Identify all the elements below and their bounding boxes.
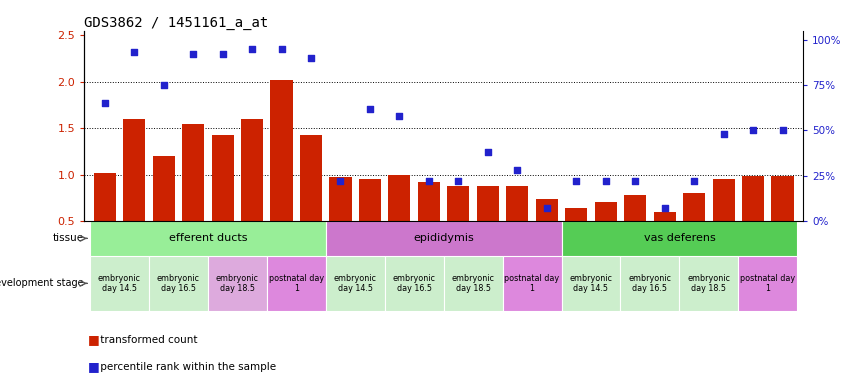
Bar [212, 135, 234, 221]
Point [334, 178, 347, 184]
Text: percentile rank within the sample: percentile rank within the sample [97, 362, 276, 372]
Text: GDS3862 / 1451161_a_at: GDS3862 / 1451161_a_at [84, 16, 268, 30]
Bar [384, 256, 443, 311]
Point [599, 178, 612, 184]
Text: tissue: tissue [53, 233, 84, 243]
Point [187, 51, 200, 57]
Bar [738, 256, 797, 311]
Text: postnatal day
1: postnatal day 1 [269, 274, 324, 293]
Point [510, 167, 524, 173]
Bar [712, 179, 735, 221]
Bar [595, 202, 616, 221]
Text: ■: ■ [88, 333, 100, 346]
Bar [325, 221, 562, 256]
Bar [325, 256, 384, 311]
Bar [562, 221, 797, 256]
Bar [444, 256, 503, 311]
Point [157, 82, 171, 88]
Bar [536, 199, 558, 221]
Text: vas deferens: vas deferens [643, 233, 715, 243]
Bar [389, 175, 410, 221]
Text: embryonic
day 14.5: embryonic day 14.5 [98, 274, 141, 293]
Bar [624, 195, 646, 221]
Bar [562, 256, 621, 311]
Bar [683, 193, 705, 221]
Text: embryonic
day 16.5: embryonic day 16.5 [628, 274, 671, 293]
Bar [152, 156, 175, 221]
Point [128, 50, 141, 56]
Text: embryonic
day 16.5: embryonic day 16.5 [157, 274, 200, 293]
Point [422, 178, 436, 184]
Text: embryonic
day 16.5: embryonic day 16.5 [393, 274, 436, 293]
Bar [300, 135, 322, 221]
Bar [506, 186, 528, 221]
Bar [653, 212, 675, 221]
Bar [771, 177, 794, 221]
Bar [123, 119, 145, 221]
Point [304, 55, 318, 61]
Text: embryonic
day 18.5: embryonic day 18.5 [216, 274, 259, 293]
Text: postnatal day
1: postnatal day 1 [740, 274, 796, 293]
Point [98, 100, 112, 106]
Point [540, 205, 553, 212]
Text: ■: ■ [88, 360, 100, 373]
Text: epididymis: epididymis [413, 233, 474, 243]
Bar [208, 256, 267, 311]
Bar [182, 124, 204, 221]
Bar [90, 221, 325, 256]
Bar [271, 80, 293, 221]
Bar [680, 256, 738, 311]
Bar [149, 256, 208, 311]
Point [275, 46, 288, 52]
Point [775, 127, 789, 134]
Bar [418, 182, 440, 221]
Bar [330, 177, 352, 221]
Point [216, 51, 230, 57]
Point [481, 149, 495, 155]
Bar [267, 256, 325, 311]
Bar [503, 256, 562, 311]
Bar [241, 119, 263, 221]
Bar [447, 186, 469, 221]
Text: postnatal day
1: postnatal day 1 [505, 274, 559, 293]
Text: efferent ducts: efferent ducts [169, 233, 247, 243]
Text: embryonic
day 14.5: embryonic day 14.5 [569, 274, 612, 293]
Point [569, 178, 583, 184]
Point [658, 205, 671, 212]
Bar [477, 186, 499, 221]
Bar [742, 177, 764, 221]
Text: embryonic
day 18.5: embryonic day 18.5 [687, 274, 730, 293]
Bar [93, 173, 116, 221]
Bar [621, 256, 680, 311]
Bar [359, 179, 381, 221]
Text: transformed count: transformed count [97, 335, 198, 345]
Point [746, 127, 759, 134]
Point [717, 131, 730, 137]
Point [393, 113, 406, 119]
Point [687, 178, 701, 184]
Point [363, 106, 377, 112]
Point [452, 178, 465, 184]
Text: development stage: development stage [0, 278, 84, 288]
Bar [565, 208, 587, 221]
Bar [90, 256, 149, 311]
Point [628, 178, 642, 184]
Text: embryonic
day 18.5: embryonic day 18.5 [452, 274, 495, 293]
Text: embryonic
day 14.5: embryonic day 14.5 [334, 274, 377, 293]
Point [246, 46, 259, 52]
